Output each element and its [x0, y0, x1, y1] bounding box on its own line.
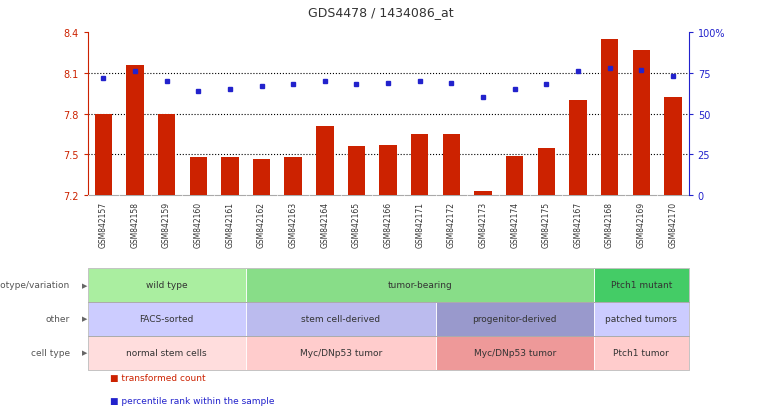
Bar: [189, 158, 207, 196]
Text: Ptch1 mutant: Ptch1 mutant: [610, 280, 672, 290]
Text: GSM842161: GSM842161: [225, 202, 234, 247]
Bar: [537, 148, 555, 196]
Bar: [348, 147, 365, 196]
Text: normal stem cells: normal stem cells: [126, 348, 207, 357]
Text: GSM842157: GSM842157: [99, 202, 108, 247]
Text: GSM842170: GSM842170: [668, 202, 677, 247]
Bar: [474, 192, 492, 196]
Text: tumor-bearing: tumor-bearing: [387, 280, 452, 290]
Text: GSM842168: GSM842168: [605, 202, 614, 247]
Bar: [411, 135, 428, 196]
Text: Myc/DNp53 tumor: Myc/DNp53 tumor: [300, 348, 382, 357]
Text: Ptch1 tumor: Ptch1 tumor: [613, 348, 669, 357]
Text: GSM842167: GSM842167: [574, 202, 582, 247]
Text: ▶: ▶: [82, 282, 88, 288]
Text: GSM842175: GSM842175: [542, 202, 551, 247]
Text: GSM842166: GSM842166: [384, 202, 393, 247]
Text: GSM842158: GSM842158: [130, 202, 139, 247]
Bar: [253, 159, 270, 196]
Text: GSM842171: GSM842171: [416, 202, 424, 247]
Text: other: other: [46, 314, 70, 323]
Text: GSM842160: GSM842160: [194, 202, 202, 247]
Bar: [221, 158, 239, 196]
Text: GSM842169: GSM842169: [637, 202, 646, 247]
Bar: [94, 114, 112, 196]
Text: Myc/DNp53 tumor: Myc/DNp53 tumor: [473, 348, 556, 357]
Text: ■ transformed count: ■ transformed count: [110, 373, 206, 382]
Text: genotype/variation: genotype/variation: [0, 280, 70, 290]
Text: GSM842162: GSM842162: [257, 202, 266, 247]
Text: cell type: cell type: [31, 348, 70, 357]
Text: GSM842165: GSM842165: [352, 202, 361, 247]
Text: patched tumors: patched tumors: [605, 314, 677, 323]
Bar: [569, 101, 587, 196]
Bar: [380, 146, 396, 196]
Text: GSM842174: GSM842174: [510, 202, 519, 247]
Text: GDS4478 / 1434086_at: GDS4478 / 1434086_at: [307, 6, 454, 19]
Bar: [664, 98, 682, 196]
Bar: [601, 40, 618, 196]
Bar: [158, 114, 175, 196]
Bar: [126, 66, 144, 196]
Bar: [443, 135, 460, 196]
Text: ▶: ▶: [82, 350, 88, 356]
Bar: [506, 157, 524, 196]
Text: ▶: ▶: [82, 316, 88, 322]
Bar: [285, 158, 302, 196]
Text: progenitor-derived: progenitor-derived: [473, 314, 557, 323]
Text: wild type: wild type: [146, 280, 187, 290]
Bar: [632, 51, 650, 196]
Text: GSM842163: GSM842163: [288, 202, 298, 247]
Text: GSM842159: GSM842159: [162, 202, 171, 247]
Text: stem cell-derived: stem cell-derived: [301, 314, 380, 323]
Bar: [316, 127, 333, 196]
Text: ■ percentile rank within the sample: ■ percentile rank within the sample: [110, 396, 275, 405]
Text: GSM842164: GSM842164: [320, 202, 330, 247]
Text: GSM842173: GSM842173: [479, 202, 488, 247]
Text: FACS-sorted: FACS-sorted: [139, 314, 194, 323]
Text: GSM842172: GSM842172: [447, 202, 456, 247]
